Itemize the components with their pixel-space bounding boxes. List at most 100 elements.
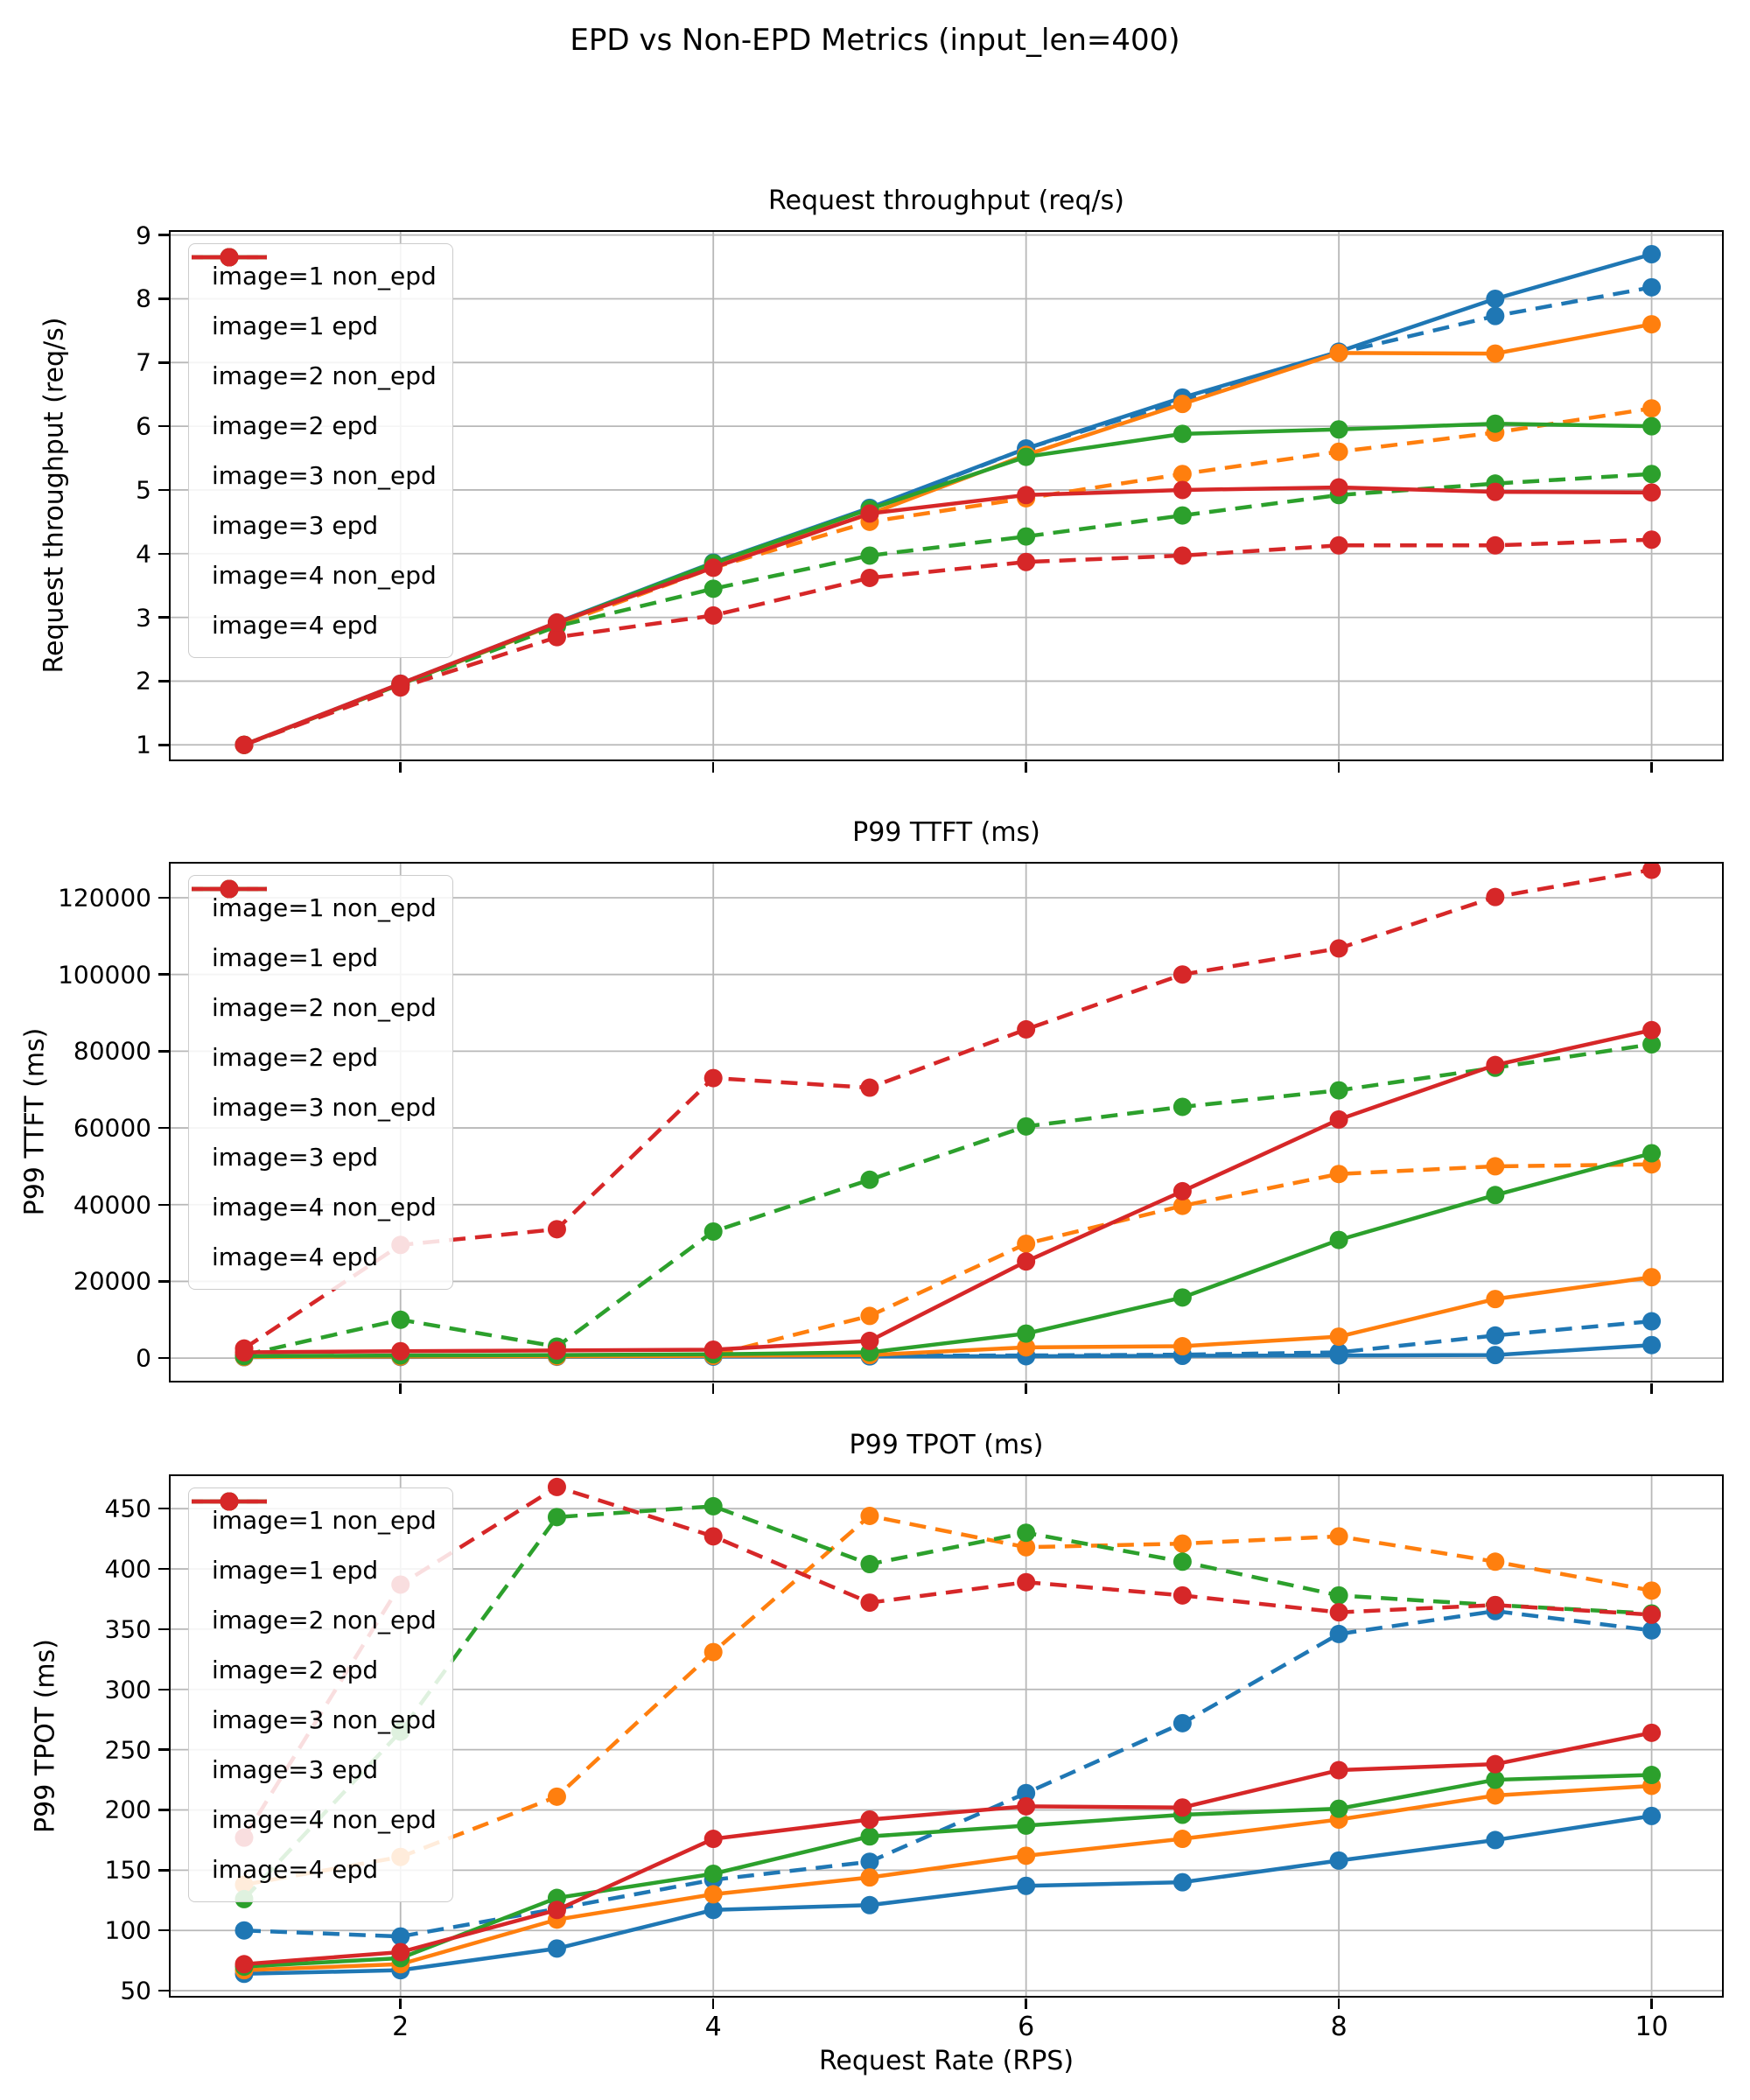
data-point	[1642, 416, 1662, 436]
data-point	[1486, 1830, 1505, 1850]
legend-item: image=4 epd	[192, 248, 437, 650]
data-point	[391, 1341, 410, 1361]
y-tick-mark	[158, 1203, 169, 1206]
y-tick-label: 200	[104, 1795, 151, 1824]
x-tick-mark	[399, 1382, 402, 1394]
data-point	[1172, 546, 1192, 565]
x-tick-mark	[711, 1382, 715, 1394]
data-point	[1642, 1335, 1662, 1354]
legend-item: image=4 epd	[192, 1492, 437, 1894]
x-tick-label: 6	[1018, 2012, 1035, 2042]
legend-label: image=4 epd	[212, 1855, 379, 1884]
data-point	[391, 1927, 410, 1946]
y-tick-mark	[158, 973, 169, 976]
data-point	[1172, 480, 1192, 500]
x-tick-mark	[711, 1998, 715, 2009]
y-tick-mark	[158, 1809, 169, 1811]
series-line-image-3-non-epd	[242, 1504, 1652, 1900]
data-point	[1329, 1346, 1348, 1365]
data-point	[547, 1508, 566, 1527]
legend-2: image=1 non_epd image=1 epd image=2 non_ep…	[188, 1488, 453, 1902]
legend-label: image=3 non_epd	[212, 1705, 437, 1734]
y-tick-label: 2	[136, 666, 151, 696]
data-point	[1486, 1186, 1505, 1205]
data-point	[1017, 1116, 1036, 1136]
series-line-image-3-epd	[243, 1773, 1652, 1969]
data-point	[1172, 506, 1192, 525]
data-point	[860, 1827, 879, 1846]
y-axis-label-throughput: Request throughput (req/s)	[38, 317, 70, 674]
series-line-image-2-non-epd	[243, 1514, 1652, 1887]
data-point	[1486, 482, 1505, 501]
data-point	[1642, 1312, 1662, 1331]
y-tick-mark	[158, 298, 169, 300]
y-tick-label: 1	[136, 730, 151, 760]
series-line-image-2-epd	[243, 1275, 1652, 1360]
data-point	[1329, 1799, 1348, 1818]
data-point	[860, 1895, 879, 1914]
y-tick-mark	[158, 1280, 169, 1283]
data-point	[1642, 1144, 1662, 1163]
x-axis-label: Request Rate (RPS)	[818, 2046, 1074, 2076]
x-tick-mark	[1337, 761, 1340, 773]
data-point	[860, 1593, 879, 1613]
y-tick-label: 0	[136, 1343, 151, 1373]
series-line-image-4-non-epd	[242, 1484, 1652, 1839]
data-point	[1017, 1783, 1036, 1802]
figure-title: EPD vs Non-EPD Metrics (input_len=400)	[570, 23, 1180, 58]
y-tick-label: 20000	[73, 1266, 151, 1296]
data-point	[1172, 1713, 1192, 1732]
y-tick-mark	[158, 1628, 169, 1631]
data-point	[1172, 1872, 1192, 1892]
data-point	[1329, 1624, 1348, 1643]
data-point	[1642, 1806, 1662, 1825]
data-point	[547, 1340, 566, 1360]
data-point	[1017, 1523, 1036, 1543]
y-tick-mark	[158, 1567, 169, 1571]
data-point	[234, 1955, 254, 1974]
y-tick-label: 350	[104, 1614, 151, 1644]
legend-item: image=4 non_epd	[192, 248, 437, 600]
data-point	[1172, 1181, 1192, 1200]
y-tick-label: 100	[104, 1915, 151, 1945]
data-point	[1486, 1770, 1505, 1789]
y-tick-mark	[158, 488, 169, 492]
legend-label: image=4 epd	[212, 611, 379, 640]
legend-1: image=1 non_epd image=1 epd image=2 non_ep…	[188, 875, 453, 1290]
chart-title-ttft: P99 TTFT (ms)	[852, 817, 1040, 848]
data-point	[1329, 536, 1348, 555]
y-tick-mark	[158, 744, 169, 746]
data-point	[860, 1170, 879, 1189]
y-tick-mark	[158, 1869, 169, 1872]
x-tick-mark	[1650, 1998, 1653, 2009]
y-tick-label: 50	[120, 1976, 151, 2006]
data-point	[860, 1868, 879, 1887]
series-line-image-1-non-epd	[243, 285, 1652, 747]
data-point	[1642, 1268, 1662, 1287]
data-point	[1329, 343, 1348, 362]
data-point	[704, 606, 723, 625]
legend-item: image=4 non_epd	[192, 879, 437, 1232]
series-line-image-4-epd	[243, 485, 1652, 747]
series-line-image-3-epd	[243, 1151, 1653, 1359]
plot-area-ttft: 0 20000 40000 60000 80000 100000 120000 image=1…	[58, 862, 1724, 1394]
data-point	[547, 1220, 566, 1239]
y-tick-mark	[158, 1050, 169, 1053]
data-point	[1642, 315, 1662, 334]
data-point	[860, 1306, 879, 1326]
legend-0: image=1 non_epd image=1 epd image=2 non_ep…	[188, 243, 453, 658]
x-tick-mark	[1025, 1382, 1027, 1394]
series-line-image-3-non-epd	[243, 472, 1652, 747]
data-point	[1172, 1798, 1192, 1817]
chart-title-tpot: P99 TPOT (ms)	[849, 1430, 1044, 1460]
y-tick-label: 4	[136, 539, 151, 569]
y-tick-label: 80000	[73, 1036, 151, 1066]
series-line-image-4-non-epd	[243, 537, 1652, 747]
x-tick-label: 10	[1634, 2012, 1669, 2042]
data-point	[1017, 1019, 1036, 1039]
y-tick-mark	[158, 616, 169, 619]
plot-area-tpot: 50 100 150 200 250 300 350 400 450 2 4 6 8 10 image=1 …	[105, 1474, 1724, 2042]
data-point	[1642, 1723, 1662, 1742]
data-point	[1172, 1196, 1192, 1215]
